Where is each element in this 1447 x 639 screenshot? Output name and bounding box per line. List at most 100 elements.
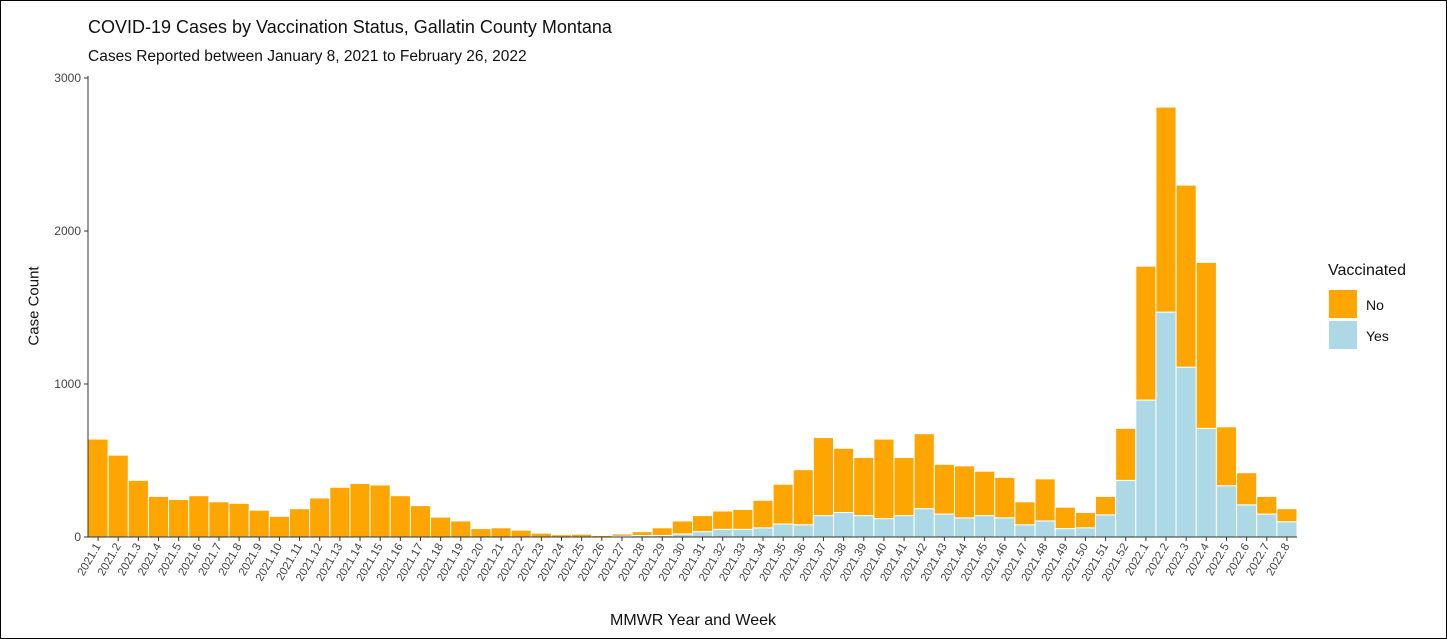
bar-no: [1276, 508, 1298, 523]
bar-yes: [752, 527, 774, 538]
bar-no: [1115, 427, 1137, 481]
bar-yes: [953, 517, 976, 538]
legend-label-yes: Yes: [1366, 328, 1389, 344]
bar-yes: [732, 528, 754, 538]
bar-no: [1195, 261, 1217, 429]
chart-subtitle: Cases Reported between January 8, 2021 t…: [88, 48, 527, 65]
bar-no: [833, 447, 855, 514]
bar-no: [772, 483, 794, 525]
bar-no: [994, 476, 1016, 519]
bar-yes: [913, 508, 935, 538]
chart-title: COVID-19 Cases by Vaccination Status, Ga…: [88, 17, 612, 37]
bar-no: [671, 520, 693, 535]
bar-yes: [1236, 504, 1258, 538]
bar-yes: [933, 513, 955, 538]
bar-no: [1175, 184, 1197, 368]
bar-yes: [873, 518, 895, 538]
bar-yes: [994, 517, 1016, 538]
bar-yes: [893, 515, 915, 538]
bar-yes: [1115, 479, 1137, 538]
legend-title: Vaccinated: [1328, 262, 1406, 279]
bar-no: [913, 433, 935, 510]
y-tick-label: 3000: [54, 71, 81, 85]
bar-no: [127, 479, 149, 538]
bar-yes: [1034, 520, 1056, 538]
bar-yes: [1054, 528, 1076, 538]
bar-no: [1256, 495, 1278, 515]
bar-yes: [712, 528, 734, 538]
bar-no: [87, 438, 109, 538]
bar-yes: [974, 515, 996, 538]
bar-no: [953, 465, 976, 519]
bar-no: [208, 501, 230, 538]
bar-yes: [692, 531, 714, 538]
bar-yes: [812, 515, 835, 538]
bar-yes: [1135, 399, 1157, 538]
y-tick-label: 1000: [54, 377, 81, 391]
bar-no: [1054, 506, 1076, 530]
bar-no: [168, 499, 190, 538]
bar-no: [289, 508, 311, 538]
y-tick-label: 2000: [54, 224, 81, 238]
bar-no: [853, 456, 875, 517]
x-axis-title: MMWR Year and Week: [610, 612, 776, 629]
bar-no: [651, 527, 673, 536]
bar-no: [309, 497, 331, 538]
bar-no: [147, 495, 170, 538]
legend-key-no: [1329, 290, 1357, 318]
bar-yes: [772, 523, 794, 538]
bar-no: [692, 515, 714, 533]
bar-no: [490, 527, 512, 538]
bar-no: [329, 486, 351, 538]
bar-yes: [1215, 485, 1238, 538]
bar-no: [933, 463, 955, 515]
bar-no: [631, 531, 653, 536]
bar-yes: [1074, 527, 1096, 538]
bar-no: [228, 502, 250, 538]
bar-no: [530, 532, 552, 538]
bar-yes: [1014, 524, 1036, 538]
bar-no: [1034, 478, 1056, 522]
bar-no: [732, 508, 754, 530]
bar-yes: [1095, 514, 1117, 538]
bar-no: [430, 516, 452, 538]
bar-no: [107, 454, 129, 538]
bar-no: [873, 438, 895, 520]
bar-yes: [1155, 311, 1177, 538]
bar-no: [1236, 472, 1258, 506]
legend-key-yes: [1329, 321, 1357, 349]
bar-no: [1014, 501, 1036, 526]
bar-no: [248, 509, 270, 538]
bar-no: [893, 456, 915, 517]
bar-no: [1135, 265, 1157, 401]
bar-no: [1074, 512, 1096, 529]
bar-no: [188, 495, 210, 538]
y-axis-title: Case Count: [25, 266, 43, 346]
bar-no: [450, 520, 472, 538]
bar-no: [792, 469, 814, 526]
y-tick-label: 0: [74, 530, 81, 544]
bar-yes: [1256, 513, 1278, 538]
bar-no: [611, 533, 633, 537]
bar-no: [712, 510, 734, 530]
bar-no: [1095, 495, 1117, 516]
bar-yes: [833, 512, 855, 538]
bar-yes: [1276, 521, 1298, 538]
bar-no: [389, 495, 411, 538]
bar-no: [369, 484, 391, 538]
bar-yes: [1175, 366, 1197, 538]
bar-no: [268, 515, 291, 538]
bar-no: [974, 470, 996, 517]
bar-yes: [792, 524, 814, 538]
legend-label-no: No: [1366, 297, 1384, 313]
bar-yes: [1195, 427, 1217, 538]
bar-no: [470, 528, 492, 538]
bar-no: [409, 505, 432, 538]
bar-no: [1215, 426, 1238, 487]
bar-yes: [853, 515, 875, 538]
bar-no: [1155, 106, 1177, 313]
bar-no: [812, 437, 835, 517]
bar-no: [510, 529, 532, 538]
bar-no: [349, 482, 371, 538]
